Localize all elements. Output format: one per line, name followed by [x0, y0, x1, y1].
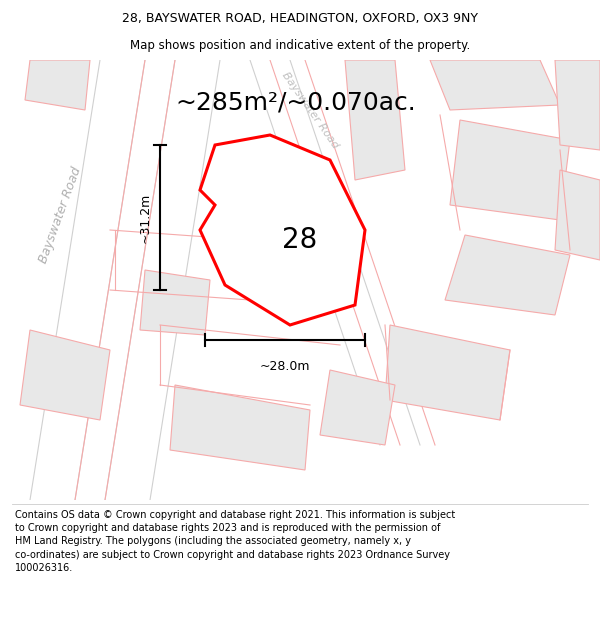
- Polygon shape: [250, 220, 330, 295]
- Polygon shape: [200, 135, 365, 325]
- Polygon shape: [25, 60, 90, 110]
- Text: Bayswater Road: Bayswater Road: [37, 165, 83, 265]
- Polygon shape: [555, 170, 600, 260]
- Text: Map shows position and indicative extent of the property.: Map shows position and indicative extent…: [130, 39, 470, 52]
- Text: 28, BAYSWATER ROAD, HEADINGTON, OXFORD, OX3 9NY: 28, BAYSWATER ROAD, HEADINGTON, OXFORD, …: [122, 12, 478, 25]
- Polygon shape: [430, 60, 560, 110]
- Polygon shape: [20, 330, 110, 420]
- Text: 28: 28: [283, 226, 317, 254]
- Text: ~285m²/~0.070ac.: ~285m²/~0.070ac.: [175, 90, 416, 114]
- Text: Bayswater Road: Bayswater Road: [280, 70, 340, 150]
- Polygon shape: [170, 385, 310, 470]
- Polygon shape: [385, 325, 510, 420]
- Polygon shape: [450, 120, 570, 220]
- Text: ~31.2m: ~31.2m: [139, 192, 152, 242]
- Polygon shape: [555, 60, 600, 150]
- Polygon shape: [320, 370, 395, 445]
- Polygon shape: [140, 270, 210, 335]
- Text: ~28.0m: ~28.0m: [260, 360, 310, 373]
- Polygon shape: [445, 235, 570, 315]
- Text: Contains OS data © Crown copyright and database right 2021. This information is : Contains OS data © Crown copyright and d…: [15, 510, 455, 572]
- Polygon shape: [345, 60, 405, 180]
